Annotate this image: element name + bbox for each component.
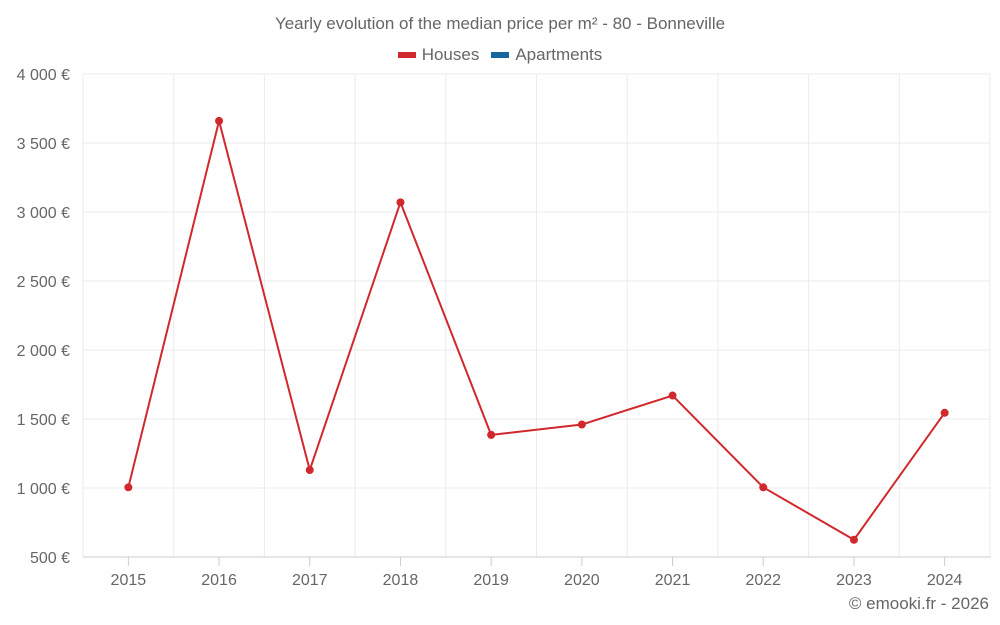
chart-legend: Houses Apartments <box>0 45 1000 65</box>
x-tick-label: 2018 <box>383 572 419 589</box>
y-tick-label: 1 500 € <box>17 412 70 429</box>
legend-swatch-houses <box>397 52 416 58</box>
data-point-houses[interactable] <box>668 391 677 400</box>
y-tick-label: 3 000 € <box>17 205 70 222</box>
x-tick-label: 2022 <box>745 572 781 589</box>
series-line-houses <box>127 119 946 541</box>
data-point-houses[interactable] <box>215 116 224 125</box>
data-point-houses[interactable] <box>940 408 949 417</box>
data-point-houses[interactable] <box>124 483 133 492</box>
y-tick-label: 500 € <box>30 550 70 567</box>
data-point-houses[interactable] <box>305 466 314 475</box>
x-tick-label: 2024 <box>927 572 963 589</box>
legend-item-apartments[interactable]: Apartments <box>491 45 602 65</box>
grid-layer <box>82 73 991 557</box>
copyright-text: © emooki.fr - 2026 <box>848 594 989 613</box>
data-point-houses[interactable] <box>487 430 496 439</box>
data-point-houses[interactable] <box>577 420 586 429</box>
series-layer <box>124 116 949 544</box>
legend-label-apartments: Apartments <box>515 45 603 64</box>
legend-swatch-apartments <box>491 52 510 58</box>
x-tick-label: 2023 <box>836 572 872 589</box>
y-tick-label: 3 500 € <box>17 136 70 153</box>
y-tick-label: 4 000 € <box>17 67 70 84</box>
x-tick-label: 2020 <box>564 572 600 589</box>
legend-label-houses: Houses <box>421 45 480 64</box>
chart-title: Yearly evolution of the median price per… <box>274 14 726 33</box>
x-tick-label: 2019 <box>473 572 509 589</box>
x-tick-label: 2017 <box>292 572 328 589</box>
data-point-houses[interactable] <box>396 198 405 207</box>
x-tick-label: 2016 <box>201 572 237 589</box>
y-tick-label: 1 000 € <box>17 481 70 498</box>
x-tick-label: 2021 <box>655 572 691 589</box>
legend-item-houses[interactable]: Houses <box>397 45 480 65</box>
y-tick-label: 2 500 € <box>17 274 70 291</box>
x-tick-label: 2015 <box>111 572 147 589</box>
data-point-houses[interactable] <box>849 535 858 544</box>
y-tick-label: 2 000 € <box>17 343 70 360</box>
axis-layer: 500 € 1 000 € 1 500 € 2 000 € 2 500 € 3 000 €… <box>17 67 990 589</box>
data-point-houses[interactable] <box>759 483 768 492</box>
